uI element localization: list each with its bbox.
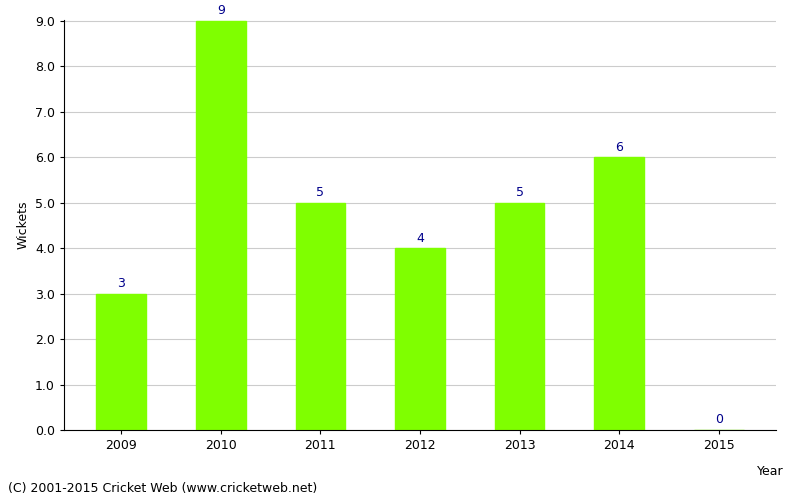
Bar: [494, 202, 545, 430]
Bar: [594, 158, 644, 430]
Text: 9: 9: [217, 4, 225, 18]
Bar: [395, 248, 445, 430]
Text: (C) 2001-2015 Cricket Web (www.cricketweb.net): (C) 2001-2015 Cricket Web (www.cricketwe…: [8, 482, 318, 495]
Text: 6: 6: [615, 140, 623, 153]
Text: 5: 5: [317, 186, 325, 199]
Text: 5: 5: [515, 186, 523, 199]
Y-axis label: Wickets: Wickets: [17, 200, 30, 249]
Bar: [295, 202, 346, 430]
Text: 0: 0: [714, 414, 722, 426]
Text: 4: 4: [416, 232, 424, 244]
Bar: [196, 21, 246, 430]
Text: 3: 3: [118, 277, 125, 290]
Bar: [96, 294, 146, 430]
Text: Year: Year: [758, 465, 784, 478]
